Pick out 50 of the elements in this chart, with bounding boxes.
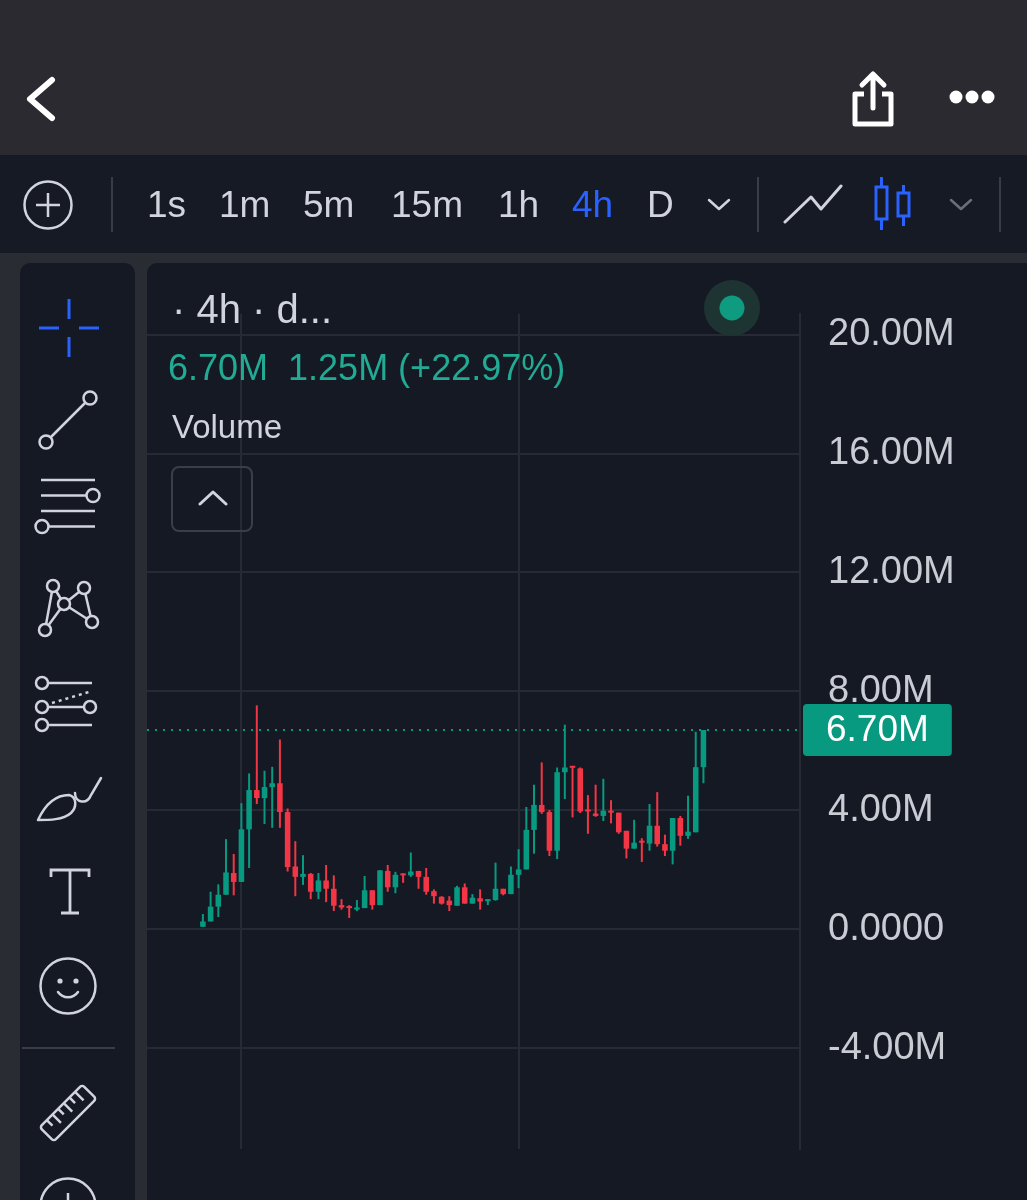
text: 4h bbox=[572, 183, 614, 227]
y-tick-label: 8.00M bbox=[828, 667, 934, 710]
y-tick-label: -4.00M bbox=[828, 1024, 947, 1067]
ref-line-label: 6.70M bbox=[826, 708, 929, 750]
candlestick bbox=[654, 791, 661, 848]
candlestick bbox=[461, 882, 468, 905]
y-tick-label: 12.00M bbox=[828, 548, 955, 591]
candlestick bbox=[215, 883, 222, 919]
candlestick bbox=[254, 704, 260, 806]
y-tick-label: 4.00M bbox=[828, 786, 934, 829]
text: D bbox=[647, 183, 674, 227]
candlestick bbox=[515, 848, 522, 890]
text: 15m bbox=[391, 183, 463, 227]
candlestick bbox=[331, 874, 337, 913]
candlestick bbox=[685, 794, 691, 840]
candlestick bbox=[585, 794, 591, 835]
candlestick bbox=[230, 852, 237, 897]
candlestick bbox=[623, 829, 630, 860]
candlestick bbox=[639, 837, 645, 864]
candlestick bbox=[646, 803, 653, 852]
candlestick bbox=[261, 769, 268, 825]
candlestick bbox=[677, 814, 684, 847]
text: 5m bbox=[303, 183, 355, 227]
candlestick bbox=[300, 854, 306, 886]
candlestick bbox=[608, 799, 614, 825]
candlestick bbox=[454, 884, 460, 907]
annotation: 1.25M (+22.97%) bbox=[288, 347, 566, 389]
y-tick-label: 16.00M bbox=[828, 430, 955, 473]
candlestick bbox=[508, 865, 514, 896]
text: 1s bbox=[147, 183, 187, 227]
text: 1m bbox=[219, 183, 271, 227]
candlestick bbox=[631, 818, 637, 850]
y-tick-label: 20.00M bbox=[828, 311, 955, 354]
candlestick bbox=[423, 866, 429, 896]
annotation: Volume bbox=[172, 408, 283, 446]
candlestick bbox=[369, 889, 376, 911]
candlestick bbox=[662, 833, 668, 858]
y-tick-label: 0.0000 bbox=[828, 905, 945, 948]
candlestick bbox=[477, 888, 483, 911]
annotation: 6.70M bbox=[168, 347, 269, 389]
candlestick bbox=[323, 863, 329, 904]
candlestick bbox=[315, 872, 322, 901]
candlestick bbox=[292, 840, 299, 898]
text: 1h bbox=[498, 183, 540, 227]
candlestick bbox=[361, 874, 368, 910]
candlestick bbox=[307, 872, 314, 901]
candlestick bbox=[269, 765, 275, 829]
candlestick bbox=[569, 765, 576, 819]
candlestick bbox=[223, 838, 229, 896]
annotation: · 4h · d... bbox=[172, 286, 333, 332]
